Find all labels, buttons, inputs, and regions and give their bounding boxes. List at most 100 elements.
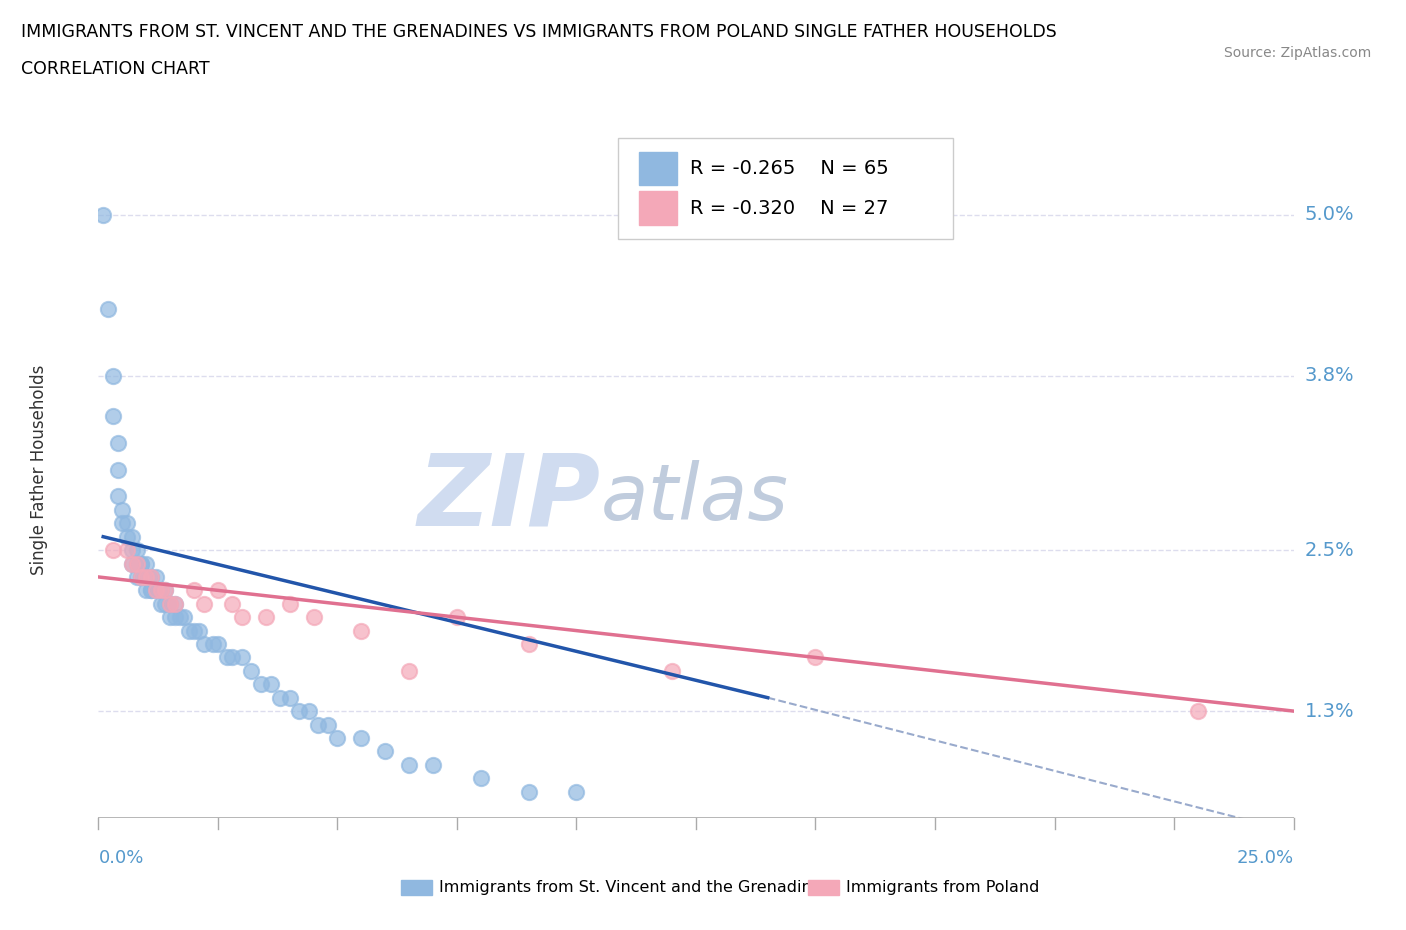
Point <box>131 556 153 571</box>
Point <box>131 569 153 584</box>
Point <box>101 368 124 383</box>
Text: 3.8%: 3.8% <box>1305 366 1354 385</box>
Point <box>145 583 167 598</box>
Point <box>804 650 827 665</box>
Point <box>107 435 129 450</box>
Point <box>159 596 181 611</box>
Point <box>173 610 195 625</box>
Point <box>183 583 205 598</box>
Point <box>163 596 186 611</box>
Point <box>250 677 273 692</box>
Text: Single Father Households: Single Father Households <box>30 365 48 575</box>
Point <box>101 543 124 558</box>
Point <box>145 569 167 584</box>
Point <box>326 730 349 745</box>
Point <box>269 690 291 705</box>
Point <box>163 596 186 611</box>
Point <box>135 569 157 584</box>
Bar <box>638 152 676 185</box>
Point <box>278 596 301 611</box>
Text: R = -0.265    N = 65: R = -0.265 N = 65 <box>690 159 889 178</box>
Point <box>125 556 148 571</box>
Point <box>298 704 321 719</box>
Point <box>288 704 311 719</box>
Text: atlas: atlas <box>600 459 789 536</box>
Point <box>155 596 177 611</box>
Point <box>422 757 444 772</box>
Point <box>207 637 229 652</box>
Point <box>139 569 162 584</box>
Point <box>125 543 148 558</box>
Point <box>115 543 138 558</box>
Point <box>661 663 683 678</box>
Point <box>307 717 329 732</box>
Point <box>302 610 325 625</box>
Point <box>135 569 157 584</box>
Point <box>159 610 181 625</box>
Bar <box>638 192 676 225</box>
Point <box>398 757 420 772</box>
Point <box>97 301 120 316</box>
Point <box>155 583 177 598</box>
Text: 5.0%: 5.0% <box>1305 206 1354 224</box>
Point <box>121 529 143 544</box>
Point <box>139 569 162 584</box>
Point <box>316 717 339 732</box>
Text: Immigrants from Poland: Immigrants from Poland <box>846 880 1040 895</box>
Text: ZIP: ZIP <box>418 449 600 546</box>
Point <box>217 650 239 665</box>
Point <box>149 583 172 598</box>
Point <box>259 677 281 692</box>
Point <box>131 556 153 571</box>
Point <box>125 556 148 571</box>
Point <box>517 637 540 652</box>
Point <box>169 610 191 625</box>
Point <box>135 569 157 584</box>
Text: 2.5%: 2.5% <box>1305 540 1354 560</box>
Point <box>111 502 134 517</box>
Point <box>565 784 588 799</box>
Text: R = -0.320    N = 27: R = -0.320 N = 27 <box>690 199 889 218</box>
Point <box>278 690 301 705</box>
Point <box>221 596 243 611</box>
Point <box>107 462 129 477</box>
Point <box>163 610 186 625</box>
Point <box>470 771 492 786</box>
Point <box>187 623 209 638</box>
Text: 0.0%: 0.0% <box>98 849 143 867</box>
Point <box>149 596 172 611</box>
Point <box>1187 704 1209 719</box>
Point <box>149 583 172 598</box>
Point <box>374 744 396 759</box>
Point <box>135 556 157 571</box>
Text: 25.0%: 25.0% <box>1236 849 1294 867</box>
Point <box>111 516 134 531</box>
Point <box>350 623 373 638</box>
Point <box>193 637 215 652</box>
Point <box>179 623 201 638</box>
Point <box>517 784 540 799</box>
Point <box>350 730 373 745</box>
Point <box>231 610 253 625</box>
Point <box>155 583 177 598</box>
Point <box>221 650 243 665</box>
Point <box>101 408 124 423</box>
Point <box>207 583 229 598</box>
Point <box>115 529 138 544</box>
Text: Immigrants from St. Vincent and the Grenadines: Immigrants from St. Vincent and the Gren… <box>439 880 830 895</box>
Point <box>125 569 148 584</box>
Point <box>121 556 143 571</box>
Point <box>398 663 420 678</box>
Point <box>193 596 215 611</box>
Text: CORRELATION CHART: CORRELATION CHART <box>21 60 209 78</box>
Point <box>139 583 162 598</box>
Point <box>135 583 157 598</box>
Point <box>91 207 114 222</box>
Point <box>231 650 253 665</box>
Point <box>131 569 153 584</box>
Text: 1.3%: 1.3% <box>1305 701 1354 721</box>
Point <box>121 543 143 558</box>
Point <box>139 583 162 598</box>
Point <box>121 556 143 571</box>
Point <box>446 610 468 625</box>
